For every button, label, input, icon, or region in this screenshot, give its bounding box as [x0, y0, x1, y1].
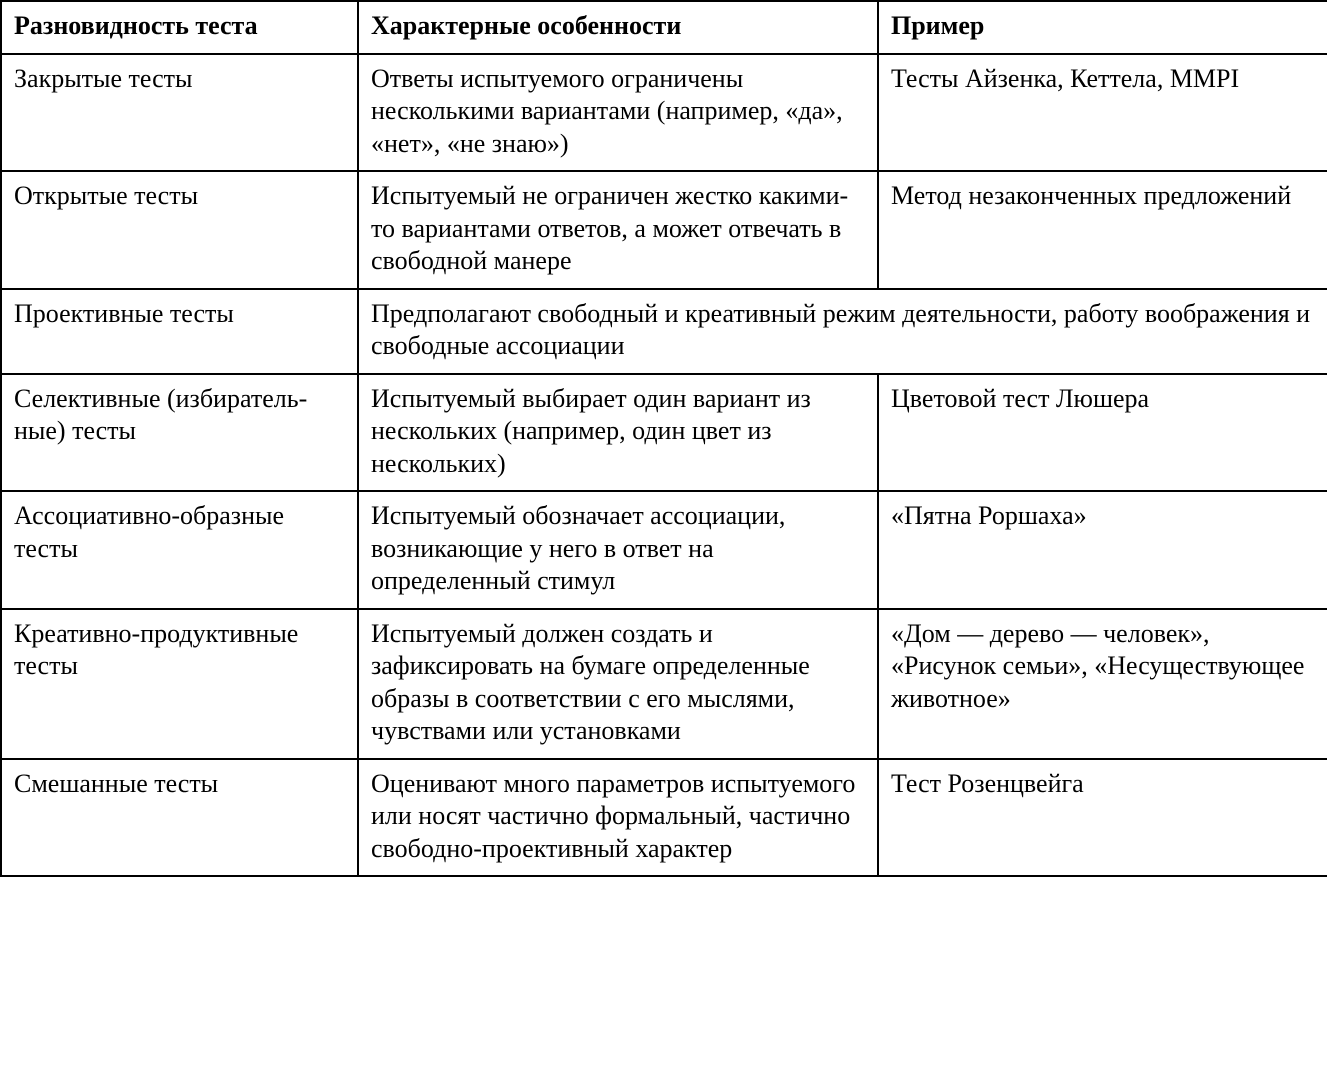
col-header-type: Разновидность теста — [1, 1, 358, 54]
cell-type: Проективные тесты — [1, 289, 358, 374]
cell-example: Цветовой тест Люшера — [878, 374, 1327, 492]
table-row: Открытые тесты Испытуемый не ограничен ж… — [1, 171, 1327, 289]
cell-features: Испытуемый должен создать и зафиксироват… — [358, 609, 878, 759]
table-header-row: Разновидность теста Характерные особенно… — [1, 1, 1327, 54]
cell-type: Ассоциативно-образные тесты — [1, 491, 358, 609]
cell-features: Испытуемый обозначает ассоциа­ции, возни… — [358, 491, 878, 609]
table-body: Закрытые тесты Ответы испытуемого ограни… — [1, 54, 1327, 877]
cell-example: «Дом — дерево — человек», «Рисунок семьи… — [878, 609, 1327, 759]
page: Разновидность теста Характерные особенно… — [0, 0, 1327, 877]
table-row: Смешанные тесты Оценивают много параметр… — [1, 759, 1327, 877]
table-row: Проективные тесты Предполагают свободный… — [1, 289, 1327, 374]
cell-type: Закрытые тесты — [1, 54, 358, 172]
cell-type: Смешанные тесты — [1, 759, 358, 877]
cell-features: Ответы испытуемого ограничены нескольким… — [358, 54, 878, 172]
table-header: Разновидность теста Характерные особенно… — [1, 1, 1327, 54]
col-header-example: Пример — [878, 1, 1327, 54]
cell-example: Метод незакончен­ных предложений — [878, 171, 1327, 289]
table-row: Закрытые тесты Ответы испытуемого ограни… — [1, 54, 1327, 172]
tests-table: Разновидность теста Характерные особенно… — [0, 0, 1327, 877]
cell-example: «Пятна Роршаха» — [878, 491, 1327, 609]
cell-type: Креативно-продуктивные тесты — [1, 609, 358, 759]
table-row: Селективные (избиратель­ные) тесты Испыт… — [1, 374, 1327, 492]
col-header-features: Характерные особенности — [358, 1, 878, 54]
cell-features-merged: Предполагают свободный и креативный режи… — [358, 289, 1327, 374]
cell-type: Открытые тесты — [1, 171, 358, 289]
cell-example: Тест Розенцвейга — [878, 759, 1327, 877]
cell-type: Селективные (избиратель­ные) тесты — [1, 374, 358, 492]
cell-features: Испытуемый не ограничен жестко какими-то… — [358, 171, 878, 289]
table-row: Ассоциативно-образные тесты Испытуемый о… — [1, 491, 1327, 609]
cell-example: Тесты Айзенка, Кеттела, MMPI — [878, 54, 1327, 172]
cell-features: Оценивают много параметров испытуемого и… — [358, 759, 878, 877]
cell-features: Испытуемый выбирает один вариант из неск… — [358, 374, 878, 492]
table-row: Креативно-продуктивные тесты Испытуемый … — [1, 609, 1327, 759]
